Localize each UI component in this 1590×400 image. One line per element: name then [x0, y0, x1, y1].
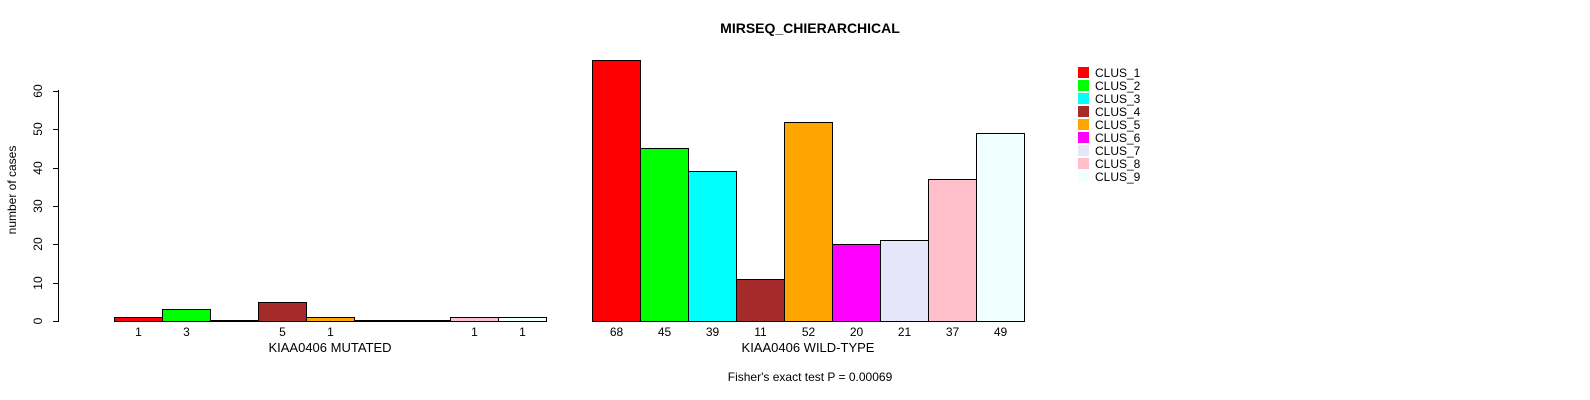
bar-value-label: 49 [993, 325, 1008, 339]
bar-group1-clus_4 [258, 302, 307, 322]
y-tick-label-20: 20 [31, 237, 45, 252]
legend-swatch-clus_7 [1078, 145, 1089, 156]
y-tick-label-40: 40 [31, 160, 45, 175]
y-tick-mark-40 [53, 167, 59, 169]
bar-group1-clus_8 [450, 317, 499, 322]
y-tick-label-0: 0 [31, 317, 45, 325]
group-label-wildtype: KIAA0406 WILD-TYPE [741, 340, 875, 355]
bar-value-label: 5 [279, 325, 286, 339]
y-tick-mark-50 [53, 129, 59, 131]
y-tick-mark-30 [53, 206, 59, 207]
legend-swatch-clus_5 [1078, 119, 1089, 130]
y-tick-label-10: 10 [31, 275, 45, 290]
bar-group1-clus_7 [402, 320, 451, 322]
legend-label-clus_4: CLUS_4 [1095, 105, 1141, 119]
legend-label-clus_2: CLUS_2 [1095, 79, 1141, 93]
bar-value-label: 68 [609, 325, 624, 339]
bar-value-label: 21 [897, 325, 912, 339]
bar-value-label: 37 [945, 325, 960, 339]
y-tick-mark-20 [53, 244, 59, 246]
bar-group2-clus_6 [832, 244, 881, 322]
bar-group2-clus_4 [736, 279, 785, 322]
chart-title: MIRSEQ_CHIERARCHICAL [720, 20, 900, 36]
bar-group2-clus_2 [640, 148, 689, 322]
bar-group2-clus_7 [880, 240, 929, 322]
y-tick-mark-10 [53, 282, 59, 284]
bar-value-label: 52 [801, 325, 816, 339]
y-tick-label-50: 50 [31, 122, 45, 137]
bar-group1-clus_6 [354, 320, 403, 322]
legend-swatch-clus_2 [1078, 80, 1089, 91]
legend-swatch-clus_8 [1078, 158, 1089, 169]
bar-group2-clus_5 [784, 122, 833, 322]
bar-value-label: 39 [705, 325, 720, 339]
y-axis-label: number of cases [5, 145, 19, 235]
bar-group2-clus_9 [976, 133, 1025, 322]
legend-swatch-clus_4 [1078, 106, 1089, 117]
legend-label-clus_9: CLUS_9 [1095, 170, 1141, 184]
bar-value-label: 1 [471, 325, 478, 339]
bar-value-label: 1 [135, 325, 142, 339]
bar-value-label: 20 [849, 325, 864, 339]
fisher-test-annotation: Fisher's exact test P = 0.00069 [727, 370, 893, 384]
y-tick-mark-0 [53, 321, 59, 322]
legend-swatch-clus_6 [1078, 132, 1089, 143]
bar-group1-clus_9 [498, 317, 547, 322]
bar-group2-clus_3 [688, 171, 737, 322]
bar-group1-clus_2 [162, 309, 211, 322]
bar-value-label: 3 [183, 325, 190, 339]
legend-label-clus_8: CLUS_8 [1095, 157, 1141, 171]
bar-value-label: 1 [327, 325, 334, 339]
y-tick-label-60: 60 [31, 84, 45, 98]
legend-label-clus_1: CLUS_1 [1095, 66, 1141, 80]
legend-label-clus_5: CLUS_5 [1095, 118, 1141, 132]
legend-label-clus_6: CLUS_6 [1095, 131, 1141, 145]
bar-group2-clus_8 [928, 179, 977, 322]
bar-group1-clus_1 [114, 317, 163, 322]
legend-swatch-clus_1 [1078, 67, 1089, 78]
legend-label-clus_7: CLUS_7 [1095, 144, 1141, 158]
legend-swatch-clus_3 [1078, 93, 1089, 104]
bar-group1-clus_5 [306, 317, 355, 322]
bar-value-label: 11 [754, 325, 767, 339]
group-label-mutated: KIAA0406 MUTATED [268, 340, 392, 355]
bar-group1-clus_3 [210, 320, 259, 322]
bar-value-label: 45 [657, 325, 672, 339]
bar-value-label: 1 [519, 325, 526, 339]
bar-group2-clus_1 [592, 60, 641, 322]
legend-swatch-clus_9 [1078, 171, 1089, 182]
legend-label-clus_3: CLUS_3 [1095, 92, 1141, 106]
y-tick-label-30: 30 [31, 199, 45, 213]
y-tick-mark-60 [53, 91, 59, 92]
